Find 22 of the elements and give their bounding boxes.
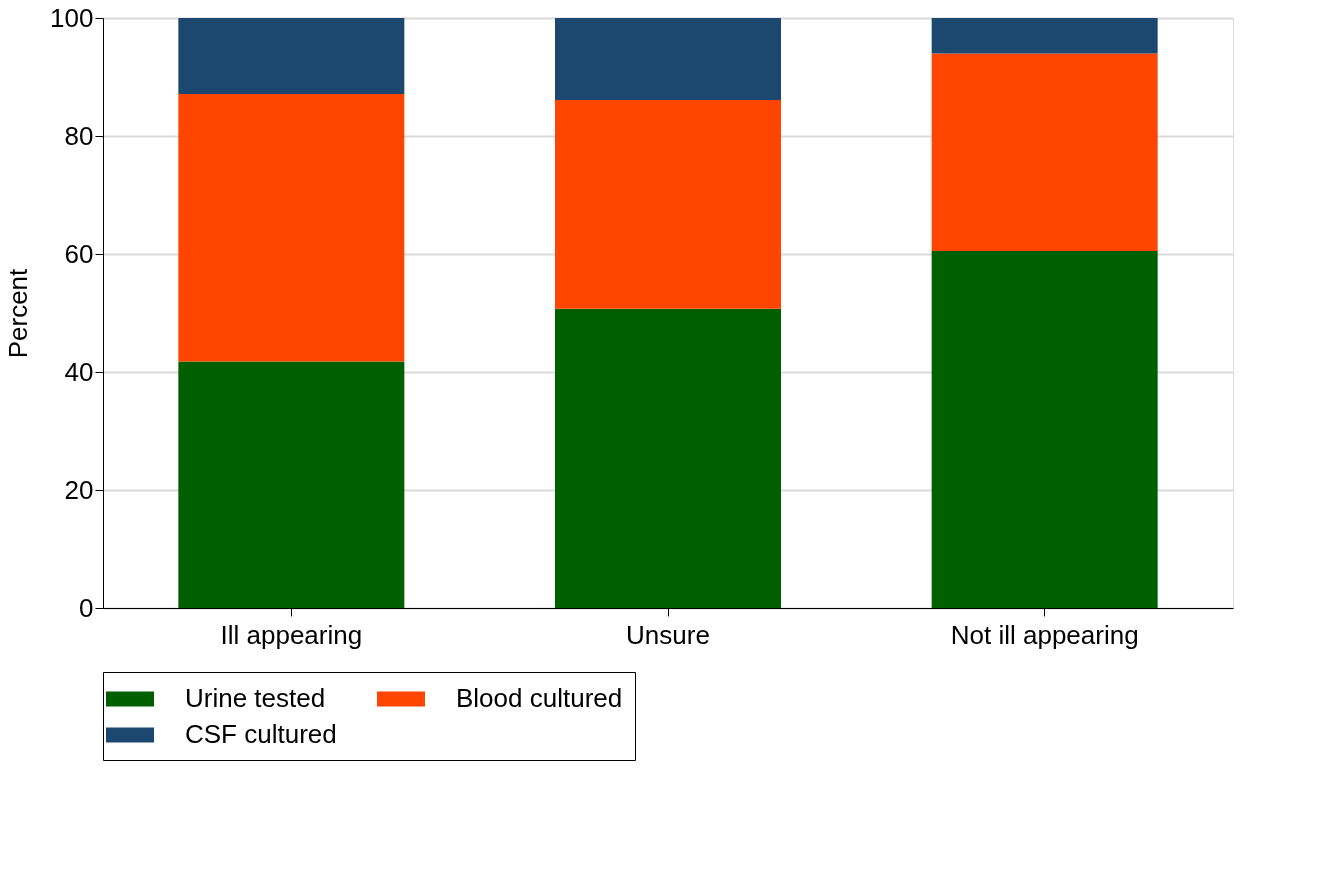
bar [555,308,781,608]
bar [931,53,1158,252]
y-tick-label: 40 [64,356,94,387]
y-axis-title: Percent [3,267,34,359]
x-tick-label: Ill appearing [220,619,363,650]
legend-label: CSF cultured [185,719,337,749]
legend-label: Urine tested [185,683,326,713]
bar [931,18,1158,54]
bar [178,94,405,362]
bar [931,251,1158,608]
y-tick-label: 60 [64,238,94,269]
bar [178,361,405,608]
bar [178,18,405,95]
bar [555,18,781,101]
y-tick-label: 80 [64,120,94,151]
x-tick-label: Unsure [626,619,710,650]
y-tick-label: 0 [79,592,94,623]
x-tick-label: Not ill appearing [950,619,1139,650]
y-tick-label: 20 [64,474,94,505]
y-tick-label: 100 [50,2,94,33]
bar [555,100,781,309]
legend-label: Blood cultured [456,683,623,713]
